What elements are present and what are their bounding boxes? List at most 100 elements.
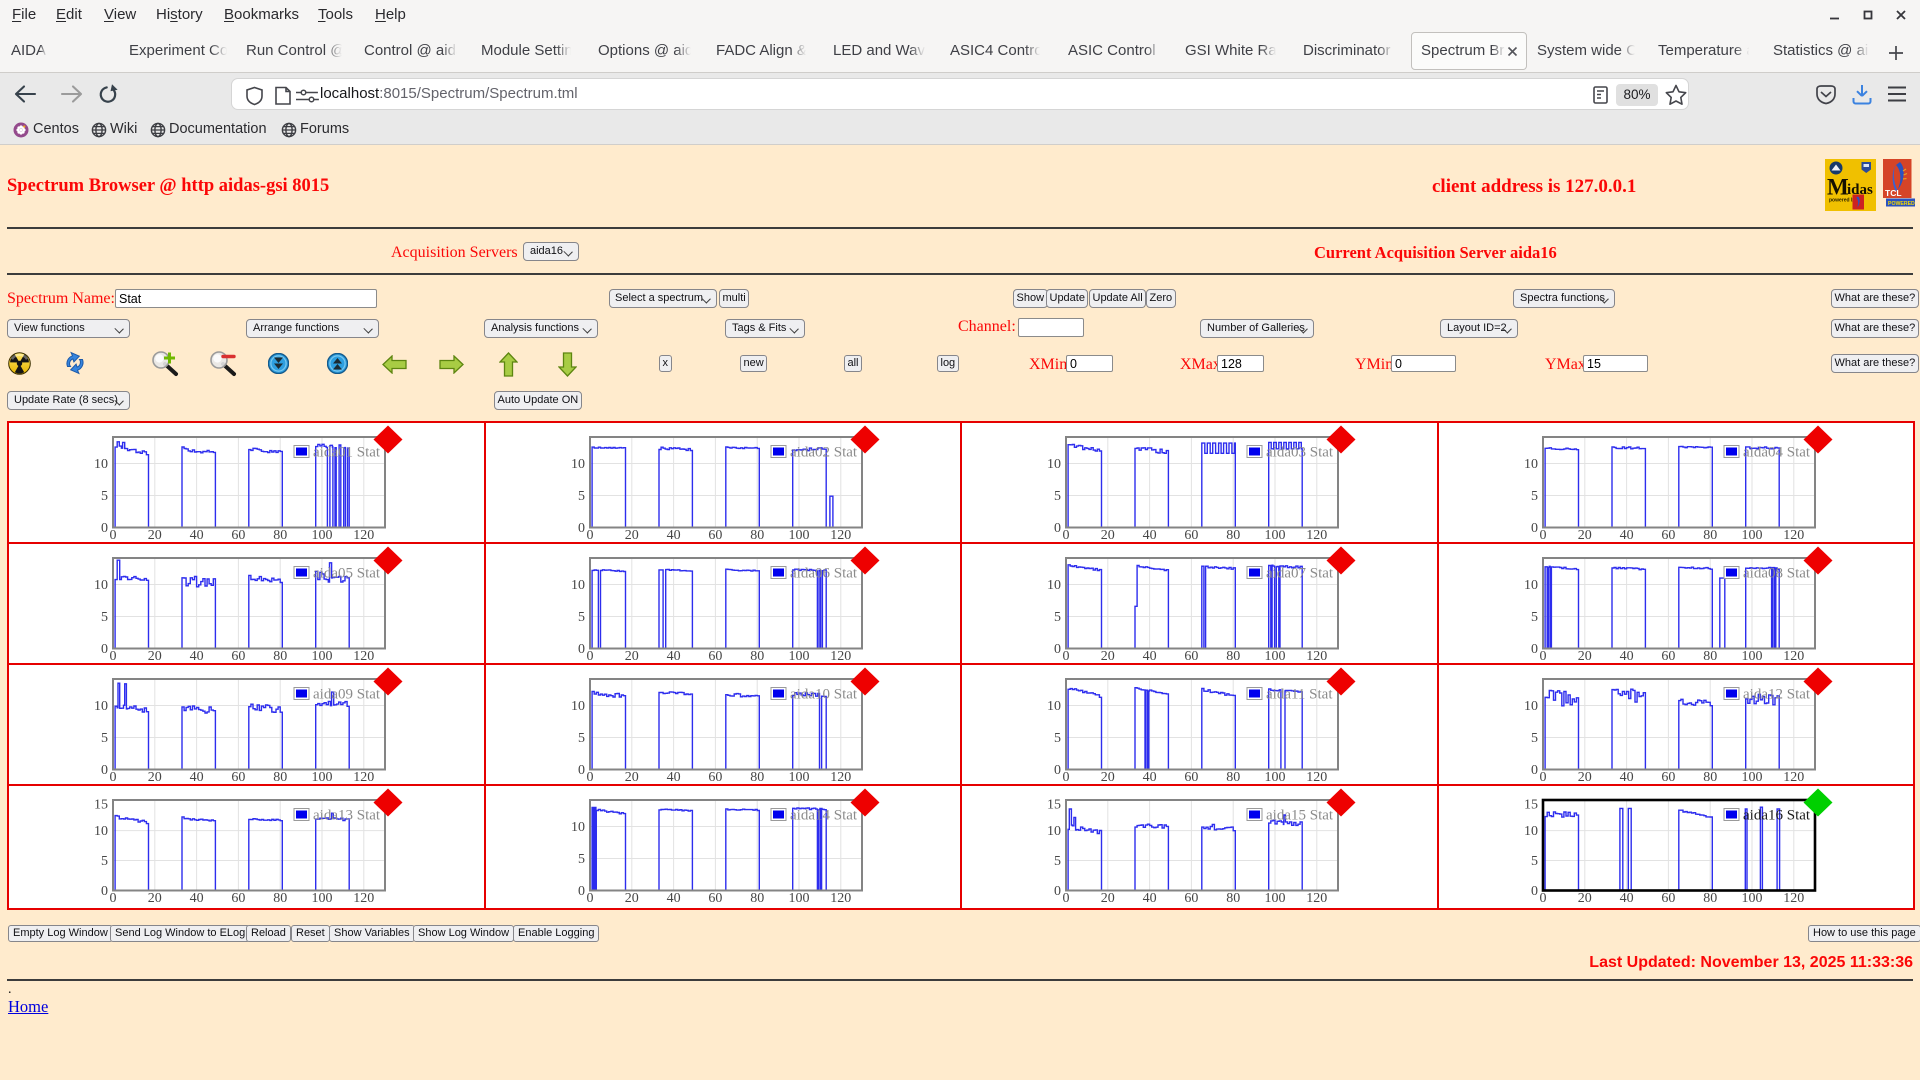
svg-text:100: 100 — [1742, 649, 1763, 661]
svg-text:80: 80 — [750, 891, 764, 903]
svg-text:40: 40 — [190, 770, 204, 782]
svg-text:120: 120 — [830, 649, 851, 661]
svg-text:aida07 Stat: aida07 Stat — [1266, 566, 1334, 582]
svg-text:10: 10 — [1524, 578, 1538, 593]
svg-text:0: 0 — [1054, 884, 1061, 899]
svg-text:aida01 Stat: aida01 Stat — [313, 445, 381, 461]
svg-text:0: 0 — [101, 884, 108, 899]
svg-text:10: 10 — [94, 457, 108, 472]
svg-text:120: 120 — [1783, 770, 1804, 782]
svg-text:0: 0 — [1054, 642, 1061, 657]
svg-text:100: 100 — [789, 649, 810, 661]
svg-text:120: 120 — [1306, 770, 1327, 782]
svg-text:80: 80 — [1226, 528, 1240, 540]
svg-text:40: 40 — [667, 528, 681, 540]
svg-text:POWERED: POWERED — [1888, 201, 1915, 207]
svg-text:120: 120 — [1783, 891, 1804, 903]
svg-text:20: 20 — [148, 770, 162, 782]
svg-text:5: 5 — [578, 489, 585, 504]
svg-text:M: M — [1827, 175, 1849, 200]
svg-text:0: 0 — [1531, 884, 1538, 899]
svg-text:60: 60 — [708, 649, 722, 661]
svg-text:20: 20 — [625, 891, 639, 903]
svg-text:0: 0 — [1531, 763, 1538, 778]
svg-text:0: 0 — [101, 642, 108, 657]
svg-text:0: 0 — [110, 528, 117, 540]
svg-text:40: 40 — [1620, 528, 1634, 540]
svg-text:60: 60 — [231, 891, 245, 903]
svg-text:aida14 Stat: aida14 Stat — [790, 808, 858, 824]
svg-text:120: 120 — [353, 891, 374, 903]
svg-text:10: 10 — [1047, 457, 1061, 472]
svg-text:60: 60 — [1184, 770, 1198, 782]
svg-text:0: 0 — [110, 649, 117, 661]
svg-text:aida15 Stat: aida15 Stat — [1266, 808, 1334, 824]
svg-text:60: 60 — [708, 528, 722, 540]
svg-text:80: 80 — [273, 770, 287, 782]
svg-text:5: 5 — [578, 852, 585, 867]
svg-text:20: 20 — [1101, 649, 1115, 661]
svg-text:10: 10 — [94, 578, 108, 593]
svg-text:60: 60 — [1184, 891, 1198, 903]
svg-text:80: 80 — [750, 528, 764, 540]
svg-text:0: 0 — [1540, 891, 1547, 903]
svg-text:0: 0 — [1063, 770, 1070, 782]
svg-text:120: 120 — [1783, 528, 1804, 540]
svg-text:0: 0 — [587, 649, 594, 661]
svg-text:120: 120 — [830, 891, 851, 903]
svg-text:80: 80 — [1226, 891, 1240, 903]
svg-text:80: 80 — [1226, 770, 1240, 782]
svg-text:100: 100 — [312, 528, 333, 540]
svg-text:0: 0 — [587, 770, 594, 782]
svg-text:40: 40 — [1620, 891, 1634, 903]
svg-text:5: 5 — [1531, 854, 1538, 869]
svg-text:40: 40 — [667, 891, 681, 903]
svg-text:0: 0 — [578, 521, 585, 536]
svg-text:20: 20 — [1578, 528, 1592, 540]
svg-text:10: 10 — [571, 457, 585, 472]
svg-text:0: 0 — [587, 528, 594, 540]
svg-text:0: 0 — [1063, 891, 1070, 903]
svg-text:5: 5 — [101, 854, 108, 869]
svg-text:15: 15 — [1047, 798, 1061, 813]
svg-text:80: 80 — [1703, 649, 1717, 661]
svg-text:100: 100 — [1742, 770, 1763, 782]
svg-text:5: 5 — [1531, 731, 1538, 746]
svg-text:20: 20 — [148, 891, 162, 903]
svg-text:10: 10 — [94, 699, 108, 714]
svg-text:aida11 Stat: aida11 Stat — [1266, 687, 1333, 703]
svg-text:0: 0 — [1063, 528, 1070, 540]
svg-text:60: 60 — [231, 528, 245, 540]
svg-text:0: 0 — [1540, 528, 1547, 540]
svg-text:100: 100 — [1265, 891, 1286, 903]
svg-text:10: 10 — [1524, 699, 1538, 714]
svg-text:5: 5 — [578, 610, 585, 625]
svg-text:5: 5 — [578, 731, 585, 746]
svg-text:10: 10 — [571, 699, 585, 714]
svg-text:100: 100 — [789, 770, 810, 782]
svg-text:5: 5 — [1054, 489, 1061, 504]
svg-text:100: 100 — [1265, 528, 1286, 540]
svg-text:20: 20 — [148, 528, 162, 540]
svg-text:aida09 Stat: aida09 Stat — [313, 687, 381, 703]
svg-text:120: 120 — [1306, 528, 1327, 540]
svg-text:0: 0 — [101, 521, 108, 536]
svg-text:20: 20 — [148, 649, 162, 661]
svg-text:aida16 Stat: aida16 Stat — [1743, 808, 1811, 824]
svg-text:40: 40 — [190, 528, 204, 540]
svg-text:100: 100 — [312, 891, 333, 903]
svg-text:100: 100 — [1742, 891, 1763, 903]
svg-text:40: 40 — [1143, 528, 1157, 540]
svg-text:5: 5 — [1531, 610, 1538, 625]
svg-text:20: 20 — [1101, 528, 1115, 540]
svg-text:60: 60 — [1661, 891, 1675, 903]
svg-text:120: 120 — [353, 528, 374, 540]
svg-text:15: 15 — [1524, 798, 1538, 813]
svg-text:5: 5 — [101, 489, 108, 504]
svg-text:80: 80 — [750, 649, 764, 661]
svg-text:60: 60 — [1184, 649, 1198, 661]
svg-text:20: 20 — [1578, 770, 1592, 782]
svg-text:5: 5 — [101, 731, 108, 746]
svg-text:100: 100 — [1742, 528, 1763, 540]
svg-text:60: 60 — [231, 770, 245, 782]
